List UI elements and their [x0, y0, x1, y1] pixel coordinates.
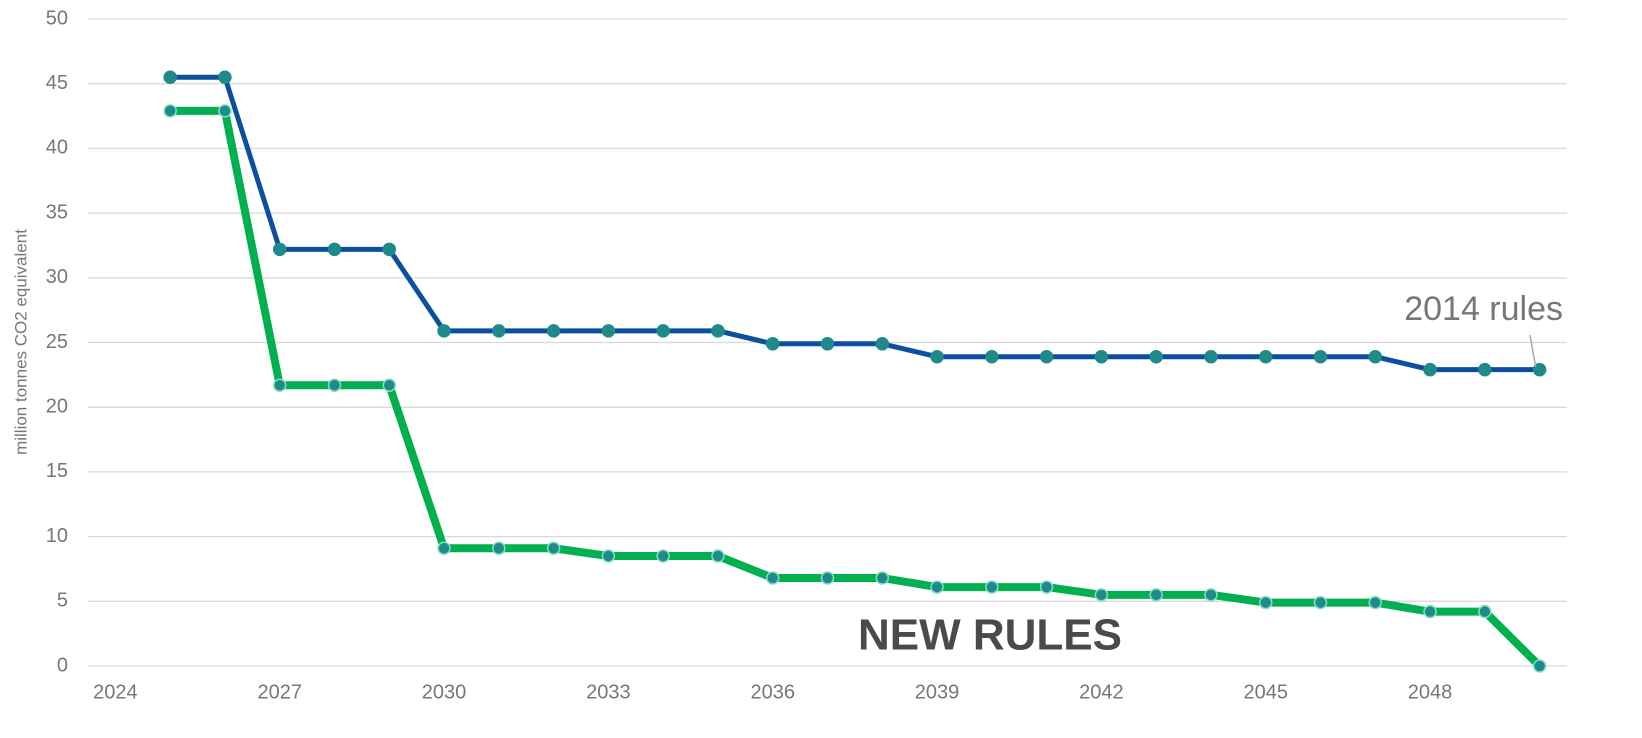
y-tick-label: 40 — [46, 137, 68, 159]
leader-line — [1529, 334, 1537, 367]
marker — [930, 349, 944, 364]
marker — [163, 70, 177, 84]
marker — [875, 571, 890, 585]
y-tick-label: 5 — [57, 590, 68, 612]
marker — [492, 324, 506, 338]
marker — [985, 349, 999, 364]
marker — [656, 549, 670, 563]
x-tick-label: 2030 — [422, 681, 467, 703]
marker — [601, 324, 616, 338]
series-line — [170, 106, 1543, 669]
x-tick-label: 2039 — [915, 681, 960, 703]
x-tick-label: 2027 — [257, 681, 302, 703]
series-line — [170, 74, 1540, 373]
y-tick-label: 30 — [46, 266, 68, 288]
x-tick-label: 2036 — [750, 681, 795, 703]
marker — [437, 541, 451, 555]
marker — [820, 571, 835, 585]
x-tick-label: 2042 — [1079, 681, 1124, 703]
marker — [820, 337, 835, 351]
marker — [1478, 604, 1492, 619]
x-tick-label: 2024 — [93, 681, 138, 703]
y-tick-label: 45 — [46, 72, 68, 94]
y-axis-label: million tonnes CO2 equivalent — [11, 229, 30, 455]
marker — [382, 242, 397, 257]
marker — [546, 324, 561, 338]
marker — [272, 378, 287, 392]
x-tick-label: 2048 — [1408, 681, 1453, 703]
marker — [1204, 588, 1218, 602]
y-tick-label: 20 — [46, 395, 68, 417]
y-tick-label: 10 — [46, 525, 68, 547]
marker — [1423, 362, 1437, 377]
marker — [1258, 349, 1273, 364]
marker — [1149, 349, 1163, 364]
marker — [765, 337, 780, 351]
marker — [1204, 349, 1218, 364]
marker — [711, 549, 725, 563]
marker — [1313, 349, 1328, 364]
marker — [875, 337, 890, 351]
series-label: 2014 rules — [1404, 290, 1563, 328]
marker — [656, 324, 670, 338]
marker — [601, 549, 616, 563]
y-tick-label: 25 — [46, 331, 68, 353]
marker — [1039, 349, 1054, 364]
marker — [985, 580, 999, 594]
marker — [711, 324, 725, 338]
y-tick-label: 35 — [46, 201, 68, 223]
marker — [930, 580, 944, 594]
marker — [765, 571, 780, 585]
marker — [1149, 588, 1163, 602]
marker — [1039, 580, 1054, 594]
marker — [327, 242, 342, 257]
marker — [218, 104, 232, 118]
marker — [272, 242, 287, 257]
marker — [1532, 659, 1547, 673]
marker — [1423, 604, 1437, 619]
marker — [1368, 349, 1383, 364]
x-tick-label: 2045 — [1243, 681, 1288, 703]
marker — [1094, 349, 1109, 364]
marker — [492, 541, 506, 555]
x-tick-label: 2033 — [586, 681, 631, 703]
marker — [327, 378, 342, 392]
marker — [1094, 588, 1109, 602]
y-tick-label: 50 — [46, 7, 68, 29]
marker — [546, 541, 561, 555]
series-label: NEW RULES — [858, 611, 1122, 660]
marker — [437, 324, 451, 338]
marker — [1478, 362, 1492, 377]
marker — [163, 104, 177, 118]
y-tick-label: 15 — [46, 460, 68, 482]
y-tick-label: 0 — [57, 654, 68, 676]
marker — [1532, 362, 1547, 377]
marker — [382, 378, 397, 392]
marker — [1258, 595, 1273, 610]
marker — [1368, 595, 1383, 610]
marker — [1313, 595, 1328, 610]
marker — [218, 70, 232, 84]
